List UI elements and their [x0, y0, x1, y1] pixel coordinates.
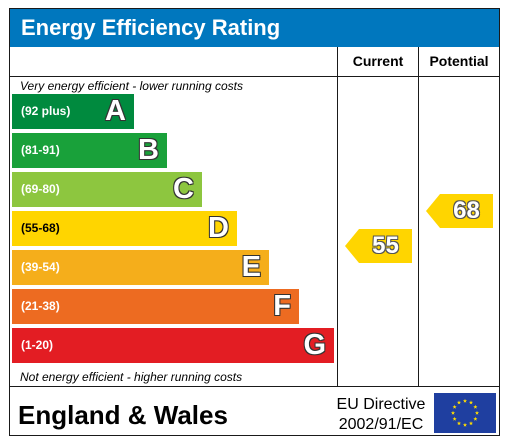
band-a: (92 plus) A — [12, 94, 134, 129]
eu-star — [473, 416, 478, 421]
eu-directive-line1: EU Directive — [336, 396, 426, 413]
band-letter: G — [303, 329, 326, 361]
band-range-label: (1-20) — [21, 338, 54, 352]
column-potential-header: Potential — [429, 53, 489, 69]
header-divider — [10, 76, 499, 77]
current-rating-value: 55 — [372, 232, 399, 259]
column-current-header: Current — [352, 53, 404, 69]
band-f: (21-38) F — [12, 289, 299, 324]
divider-current — [337, 47, 338, 387]
band-letter: A — [105, 95, 126, 127]
band-letter: E — [241, 251, 261, 283]
band-letter: F — [273, 290, 291, 322]
chart-title: Energy Efficiency Rating — [10, 9, 499, 47]
eu-directive-line2: 2002/91/EC — [338, 416, 424, 433]
current-rating-arrow — [345, 229, 412, 263]
potential-rating-value: 68 — [453, 197, 480, 224]
band-letter: C — [173, 173, 194, 205]
eu-directive: EU Directive 2002/91/EC — [332, 395, 430, 435]
divider-potential — [418, 47, 419, 387]
band-e: (39-54) E — [12, 250, 269, 285]
band-letter: D — [208, 212, 229, 244]
band-range-label: (81-91) — [21, 143, 60, 157]
band-g: (1-20) G — [12, 328, 334, 363]
band-b: (81-91) B — [12, 133, 167, 168]
band-range-label: (92 plus) — [21, 104, 71, 118]
band-range-label: (39-54) — [21, 260, 60, 274]
eu-star — [456, 400, 462, 405]
eu-star — [452, 404, 457, 409]
eu-star — [473, 404, 478, 409]
potential-rating-arrow — [426, 194, 493, 228]
band-range-label: (55-68) — [21, 221, 60, 235]
eu-star — [474, 410, 480, 415]
eu-star — [462, 398, 468, 403]
band-letter: B — [138, 134, 159, 166]
note-top: Very energy efficient - lower running co… — [20, 79, 243, 93]
eu-star — [450, 410, 456, 415]
band-range-label: (69-80) — [21, 182, 60, 196]
footer-divider — [10, 386, 499, 387]
eu-star — [456, 421, 462, 426]
rating-arrows — [345, 194, 493, 263]
band-d: (55-68) D — [12, 211, 237, 246]
eu-star — [468, 400, 474, 405]
note-bottom: Not energy efficient - higher running co… — [20, 370, 243, 384]
band-range-label: (21-38) — [21, 299, 60, 313]
eu-flag-icon — [434, 393, 496, 433]
region-label: England & Wales — [18, 400, 228, 430]
eu-star — [468, 421, 474, 426]
eu-star — [452, 416, 457, 421]
band-c: (69-80) C — [12, 172, 202, 207]
eu-star — [462, 422, 468, 427]
energy-rating-chart: Energy Efficiency Rating Current Potenti… — [9, 8, 500, 436]
